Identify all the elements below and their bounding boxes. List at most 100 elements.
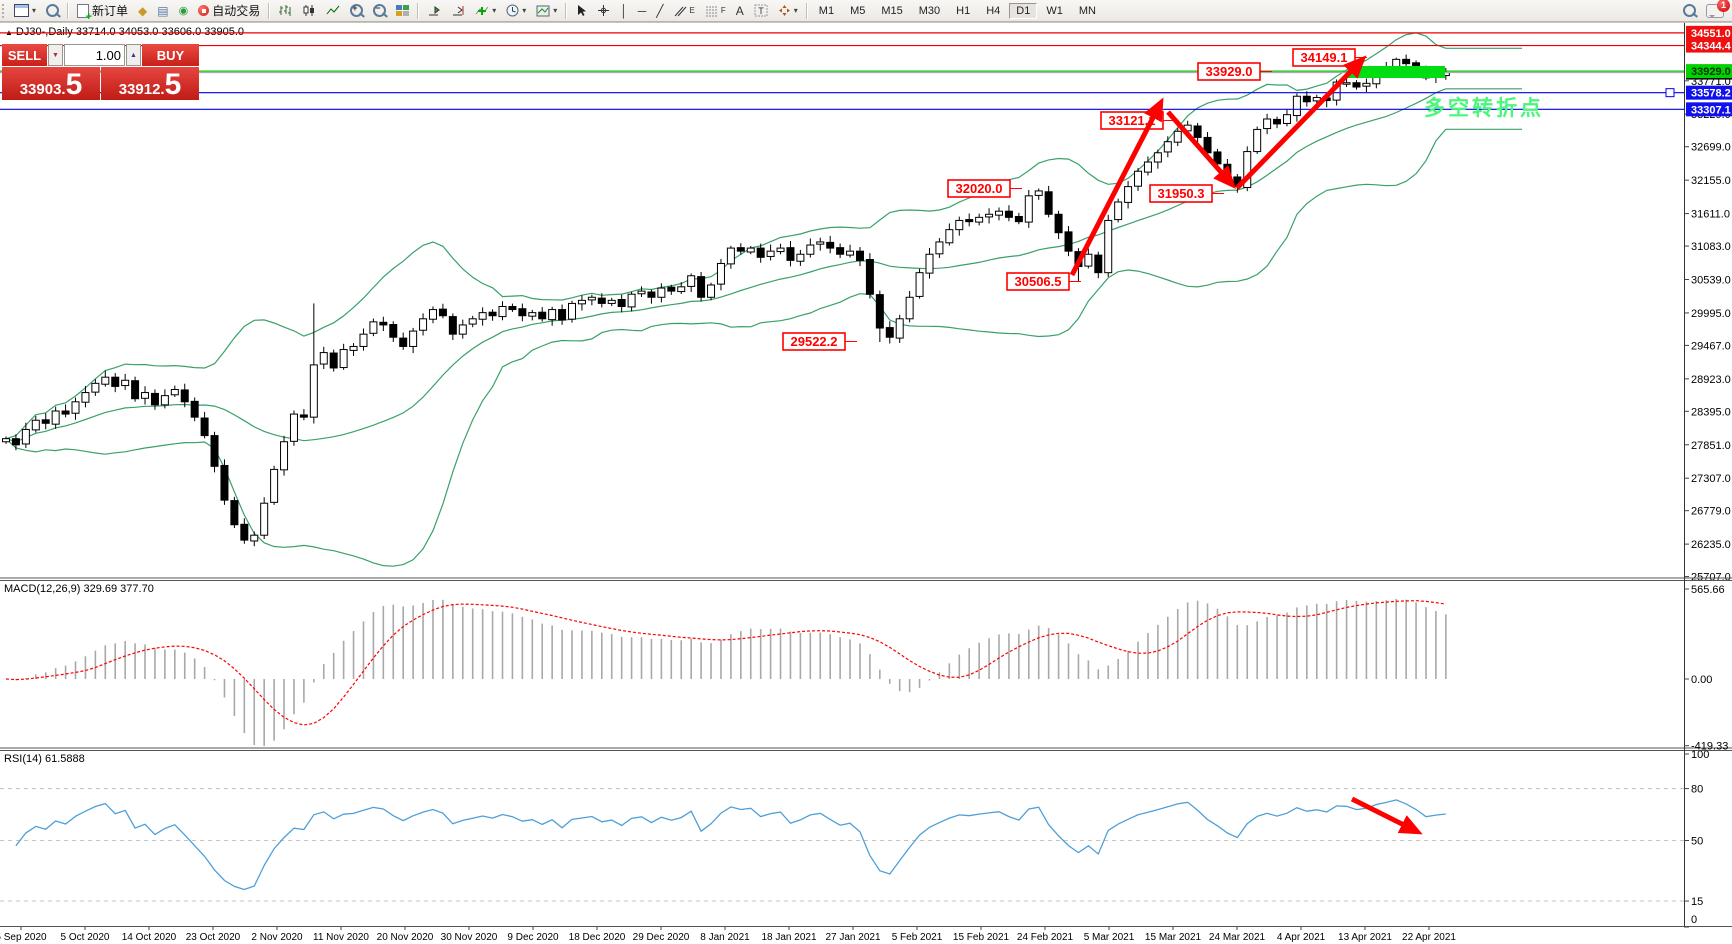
equidistant-channel-icon xyxy=(674,6,686,16)
candle xyxy=(508,305,517,311)
market-watch-button[interactable]: ◆ xyxy=(133,1,152,21)
new-chart-button[interactable]: ▾ xyxy=(9,1,41,21)
timeframe-mn[interactable]: MN xyxy=(1078,4,1096,17)
price-axis-boxes[interactable]: 33905.034551.034344.433929.033578.233307… xyxy=(1686,25,1732,117)
indicators-button[interactable]: ▾ xyxy=(470,1,501,21)
sell-button[interactable]: SELL xyxy=(2,44,47,66)
notifications-icon[interactable]: 1 xyxy=(1706,0,1730,18)
candle xyxy=(875,294,884,329)
candle xyxy=(230,500,239,526)
text-tool-button[interactable]: A xyxy=(731,1,749,21)
line-chart-mode-button[interactable] xyxy=(321,1,345,21)
candle xyxy=(11,438,20,446)
horizontal-line-tool-button[interactable]: ─ xyxy=(633,1,652,21)
chart-shift-icon xyxy=(453,5,464,15)
toolbar-grip xyxy=(2,3,7,18)
arrows-tool-button[interactable]: ▾ xyxy=(773,1,803,21)
tile-windows-button[interactable] xyxy=(391,1,414,21)
chevron-down-icon: ▾ xyxy=(32,6,37,15)
signals-button[interactable]: ◉ xyxy=(174,1,194,21)
timeframe-m5[interactable]: M5 xyxy=(850,4,866,17)
one-click-trading-panel: SELL ▼ ▲ BUY 33903.5 33912.5 xyxy=(2,44,199,100)
timeframe-d1[interactable]: D1 xyxy=(1009,2,1038,19)
trend-arrow xyxy=(1069,97,1164,277)
candle xyxy=(280,441,289,471)
candle xyxy=(299,414,308,418)
periods-button[interactable]: ▾ xyxy=(501,1,531,21)
buy-price-display[interactable]: 33912. 5 xyxy=(101,67,199,100)
profiles-button[interactable] xyxy=(41,1,64,21)
volume-increase-button[interactable]: ▲ xyxy=(126,44,141,66)
svg-text:31083.0: 31083.0 xyxy=(1691,241,1731,253)
axis-price-box[interactable] xyxy=(1686,38,1732,53)
highlight-zone[interactable] xyxy=(1348,66,1445,78)
search-icon[interactable] xyxy=(1683,4,1696,17)
candle xyxy=(131,380,140,400)
axis-price-box[interactable] xyxy=(1686,102,1732,117)
buy-button[interactable]: BUY xyxy=(142,44,199,66)
cursor-tool-button[interactable] xyxy=(570,1,592,21)
volume-input[interactable] xyxy=(64,44,125,66)
vertical-line-tool-button[interactable]: │ xyxy=(615,1,633,21)
svg-text:23 Oct 2020: 23 Oct 2020 xyxy=(186,932,241,943)
candle xyxy=(200,417,209,437)
navigator-button[interactable]: ▤ xyxy=(152,1,173,21)
svg-text:33121.1: 33121.1 xyxy=(1109,113,1156,128)
fibonacci-tool-button[interactable]: F xyxy=(700,1,731,21)
channel-tag: E xyxy=(689,6,695,15)
templates-button[interactable]: ▾ xyxy=(531,1,562,21)
new-order-button[interactable]: + 新订单 xyxy=(72,1,133,22)
axis-price-box[interactable] xyxy=(1686,64,1732,79)
zoom-in-button[interactable]: + xyxy=(345,1,368,21)
level-lines[interactable] xyxy=(0,32,1684,110)
zoom-out-button[interactable]: − xyxy=(368,1,391,21)
candle xyxy=(1153,152,1162,163)
bar-chart-mode-button[interactable] xyxy=(273,1,297,21)
price-tag[interactable] xyxy=(782,332,846,351)
sell-price-display[interactable]: 33903. 5 xyxy=(2,67,100,100)
svg-text:27307.0: 27307.0 xyxy=(1691,473,1731,485)
channel-tool-button[interactable]: E xyxy=(669,1,700,21)
axis-price-box[interactable] xyxy=(1686,25,1732,40)
timeframe-w1[interactable]: W1 xyxy=(1046,4,1063,17)
svg-text:34149.1: 34149.1 xyxy=(1301,50,1348,65)
svg-text:5 Feb 2021: 5 Feb 2021 xyxy=(892,932,943,943)
autotrading-button[interactable]: 自动交易 xyxy=(193,1,265,21)
buy-price-big-digit: 5 xyxy=(164,68,182,101)
timeframe-bar: M1 M5 M15 M30 H1 H4 D1 W1 MN xyxy=(811,2,1104,19)
candlestick-mode-button[interactable] xyxy=(297,1,321,21)
trendline-tool-button[interactable]: ╱ xyxy=(651,1,668,21)
candle xyxy=(2,438,10,443)
line-handle[interactable] xyxy=(1665,88,1675,98)
label-tool-button[interactable]: T xyxy=(749,1,773,21)
timeframe-m30[interactable]: M30 xyxy=(918,4,941,17)
price-tag[interactable] xyxy=(947,179,1011,198)
signal-icon: ◉ xyxy=(178,5,189,17)
crosshair-tool-button[interactable] xyxy=(592,1,615,21)
timeframe-h4[interactable]: H4 xyxy=(986,4,1001,17)
candle xyxy=(438,308,447,317)
volume-decrease-button[interactable]: ▼ xyxy=(48,44,63,66)
candle xyxy=(627,293,636,308)
timeframe-h1[interactable]: H1 xyxy=(956,4,971,17)
candle xyxy=(955,219,964,231)
candle xyxy=(270,468,279,503)
timeframe-m15[interactable]: M15 xyxy=(881,4,903,17)
auto-scroll-button[interactable] xyxy=(422,1,446,21)
candle xyxy=(716,262,725,285)
candle xyxy=(1173,130,1182,143)
sell-price-main: 33903 xyxy=(19,81,62,98)
svg-text:29 Dec 2020: 29 Dec 2020 xyxy=(633,932,690,943)
price-tag[interactable] xyxy=(1006,272,1070,291)
price-tag[interactable] xyxy=(1149,184,1213,203)
axis-price-box[interactable] xyxy=(1686,85,1732,100)
candle xyxy=(1124,186,1133,203)
candle xyxy=(448,316,457,335)
timeframe-m1[interactable]: M1 xyxy=(818,4,835,17)
price-tag[interactable] xyxy=(1197,62,1261,81)
templates-icon xyxy=(536,5,550,16)
candle xyxy=(309,364,318,418)
candle xyxy=(190,400,199,418)
chart-shift-button[interactable] xyxy=(446,1,470,21)
